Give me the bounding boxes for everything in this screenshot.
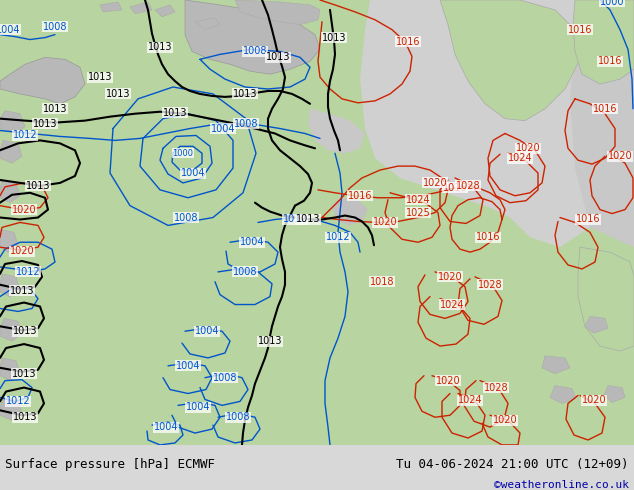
Text: 1004: 1004 (195, 326, 219, 336)
Text: 1016: 1016 (476, 232, 500, 242)
Polygon shape (573, 0, 634, 84)
Text: 1020: 1020 (373, 218, 398, 227)
Text: 1016: 1016 (348, 191, 372, 201)
Text: 1008: 1008 (174, 213, 198, 222)
Text: 1008: 1008 (243, 47, 268, 56)
Text: 1012: 1012 (6, 396, 30, 406)
Text: 1013: 1013 (258, 336, 282, 346)
Text: 1028: 1028 (456, 181, 481, 191)
Text: 1004: 1004 (181, 168, 205, 178)
Text: 1016: 1016 (576, 215, 600, 224)
Text: 1013: 1013 (42, 104, 67, 114)
Text: 1008: 1008 (233, 267, 257, 277)
Polygon shape (360, 0, 634, 247)
Text: 1020: 1020 (436, 376, 460, 386)
Text: 1024: 1024 (458, 395, 482, 405)
Text: 1016: 1016 (568, 24, 592, 35)
Text: 1020: 1020 (515, 143, 540, 153)
Text: 1013: 1013 (233, 89, 257, 99)
Text: 1008: 1008 (213, 373, 237, 383)
Polygon shape (235, 0, 320, 24)
Text: 1004: 1004 (186, 402, 210, 413)
Text: 1020: 1020 (10, 246, 34, 256)
Text: 1016: 1016 (598, 56, 622, 66)
Text: 1013: 1013 (26, 181, 50, 191)
Text: 1024: 1024 (440, 299, 464, 310)
Polygon shape (0, 397, 22, 420)
Text: 1004: 1004 (176, 361, 200, 371)
Text: 1013: 1013 (10, 286, 34, 295)
Text: 1012: 1012 (13, 130, 37, 141)
Text: 1016: 1016 (593, 104, 618, 114)
Polygon shape (308, 109, 365, 153)
Polygon shape (0, 274, 20, 296)
Text: 1008: 1008 (42, 22, 67, 32)
Text: 1013: 1013 (12, 369, 36, 379)
Text: 1020: 1020 (581, 395, 606, 405)
Polygon shape (0, 111, 25, 133)
Text: 1013: 1013 (148, 43, 172, 52)
Text: 1016: 1016 (396, 37, 420, 47)
Polygon shape (0, 229, 18, 252)
Text: 1004: 1004 (210, 123, 235, 134)
Text: 1012: 1012 (326, 232, 351, 242)
Text: Tu 04-06-2024 21:00 UTC (12+09): Tu 04-06-2024 21:00 UTC (12+09) (396, 458, 629, 471)
Polygon shape (0, 180, 20, 203)
Text: 1008: 1008 (234, 119, 258, 128)
Polygon shape (550, 386, 576, 403)
Text: 1004: 1004 (154, 422, 178, 432)
Polygon shape (130, 2, 152, 14)
Text: 1028: 1028 (484, 383, 508, 392)
Text: 1012: 1012 (16, 267, 41, 277)
Text: 1018: 1018 (370, 277, 394, 287)
Polygon shape (585, 317, 608, 333)
Text: 1025: 1025 (406, 208, 430, 218)
Text: 1028: 1028 (477, 280, 502, 290)
Text: 1013: 1013 (163, 108, 187, 118)
Text: 1020: 1020 (607, 151, 632, 161)
Text: 1020: 1020 (423, 178, 448, 188)
Text: 1008: 1008 (226, 412, 250, 422)
Text: 1020: 1020 (11, 205, 36, 215)
Text: 1012: 1012 (283, 215, 307, 224)
Text: Surface pressure [hPa] ECMWF: Surface pressure [hPa] ECMWF (5, 458, 215, 471)
Polygon shape (0, 141, 22, 163)
Text: 1013: 1013 (106, 89, 130, 99)
Text: 1020: 1020 (493, 415, 517, 425)
Text: 1013: 1013 (13, 326, 37, 336)
Polygon shape (195, 18, 220, 30)
Text: 1013: 1013 (87, 72, 112, 82)
Text: ©weatheronline.co.uk: ©weatheronline.co.uk (494, 480, 629, 490)
Polygon shape (0, 57, 85, 104)
Polygon shape (155, 5, 175, 17)
Text: 1000: 1000 (600, 0, 624, 7)
Text: 1004: 1004 (240, 237, 264, 247)
Polygon shape (0, 358, 20, 381)
Polygon shape (570, 0, 634, 247)
Polygon shape (542, 356, 570, 374)
Polygon shape (185, 0, 320, 74)
Text: 1013: 1013 (13, 412, 37, 422)
Polygon shape (100, 2, 122, 12)
Polygon shape (332, 198, 368, 225)
Text: 1020: 1020 (437, 272, 462, 282)
Text: 1013: 1013 (321, 32, 346, 43)
Polygon shape (440, 0, 580, 121)
Polygon shape (604, 386, 625, 402)
Text: 1024: 1024 (508, 153, 533, 163)
Text: 1013: 1013 (33, 119, 57, 128)
Polygon shape (578, 247, 634, 351)
Text: 1000: 1000 (172, 149, 193, 158)
Polygon shape (0, 318, 22, 341)
Text: 1016: 1016 (443, 183, 467, 193)
Text: 1013: 1013 (266, 52, 290, 62)
Text: 1004: 1004 (0, 24, 20, 35)
Text: 1024: 1024 (406, 195, 430, 205)
Text: 1013: 1013 (295, 215, 320, 224)
